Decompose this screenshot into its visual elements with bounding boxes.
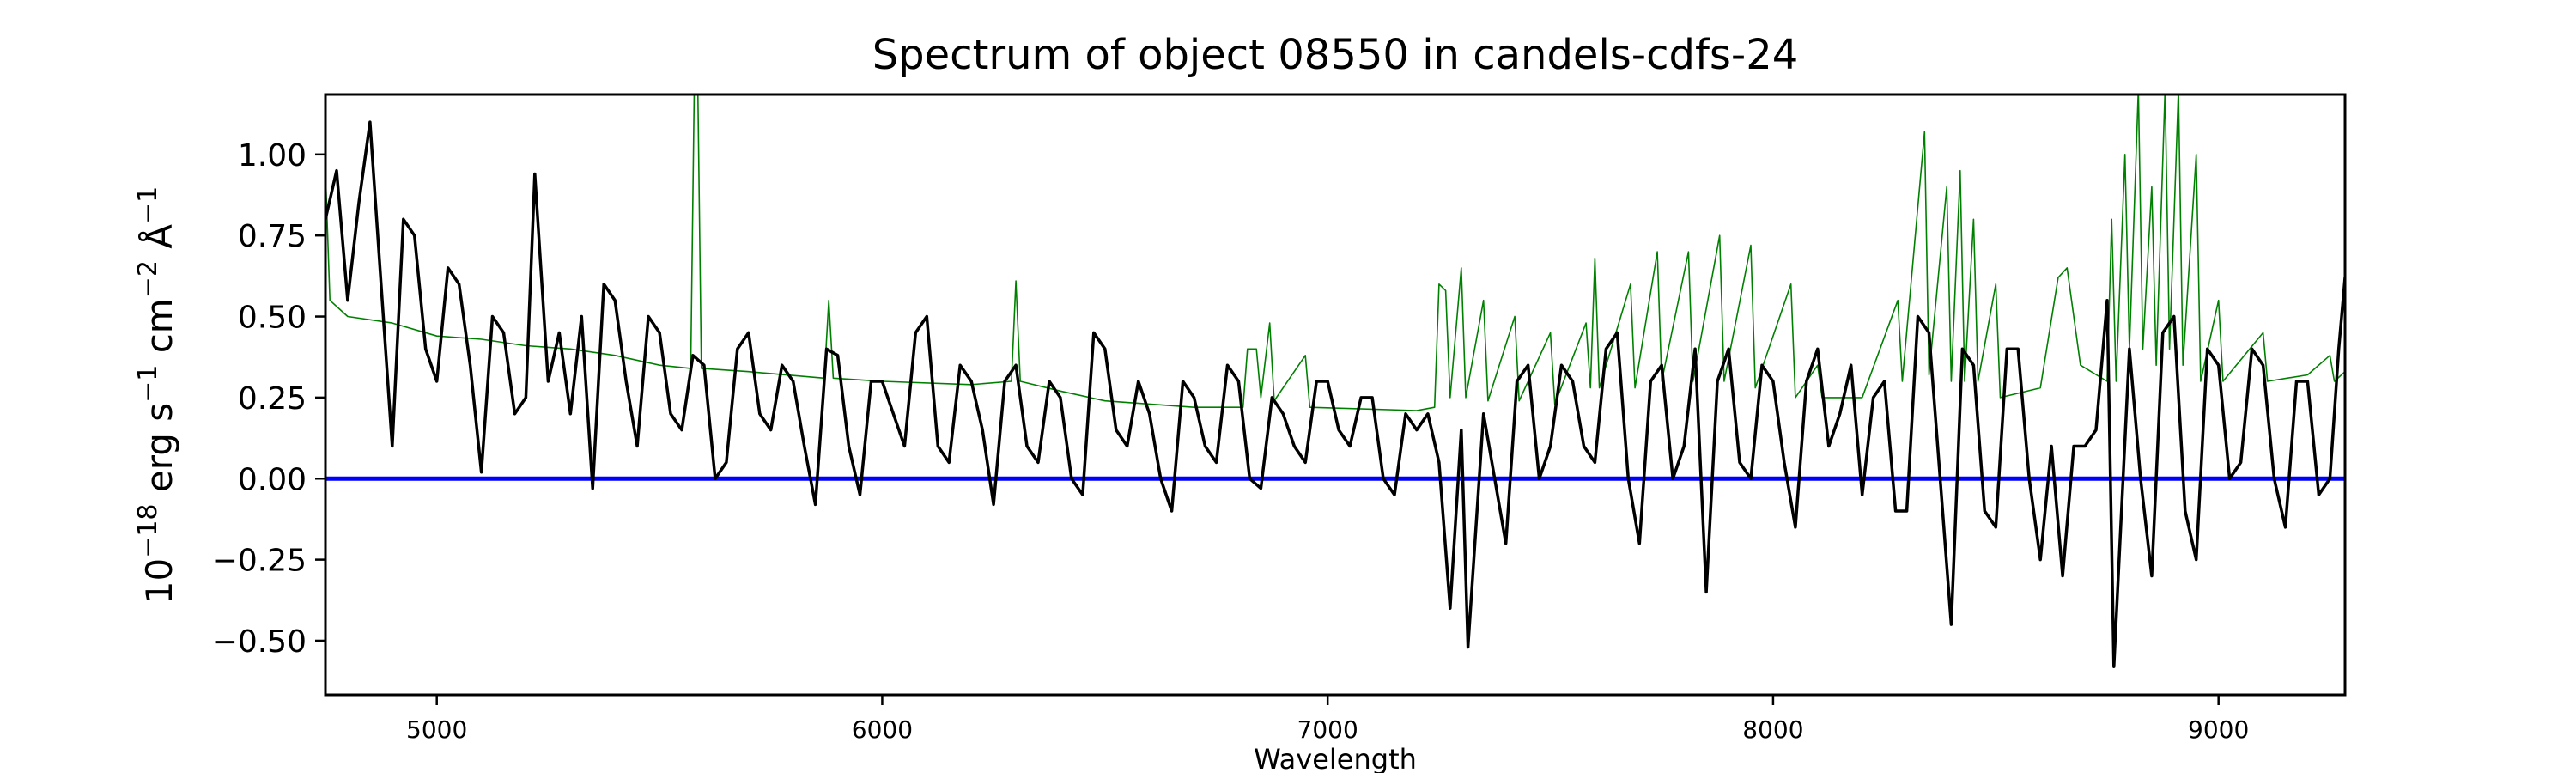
x-axis-label: Wavelength <box>1254 743 1417 773</box>
y-tick-label: −0.50 <box>212 624 307 660</box>
y-label-exp: −18 <box>133 504 163 558</box>
y-tick-label: 0.00 <box>238 462 307 497</box>
x-tick-label: 5000 <box>406 715 467 744</box>
x-tick-label: 8000 <box>1742 715 1803 744</box>
y-tick-label: −0.25 <box>212 544 307 579</box>
plot-area <box>325 94 2345 668</box>
y-label-erg-s: erg s <box>138 403 180 504</box>
y-axis: 1.00 0.75 0.50 0.25 0.00 −0.25 −0.50 <box>212 138 325 660</box>
y-tick-label: 0.50 <box>238 301 307 336</box>
y-label-exp-s: −1 <box>133 365 163 403</box>
y-label-cm: cm <box>138 298 180 364</box>
y-tick-label: 0.75 <box>238 219 307 254</box>
x-tick-label: 7000 <box>1297 715 1358 744</box>
y-label-base: 10 <box>138 558 180 604</box>
x-tick-label: 9000 <box>2188 715 2249 744</box>
chart-title: Spectrum of object 08550 in candels-cdfs… <box>872 31 1799 79</box>
y-label-exp-cm: −2 <box>133 260 163 298</box>
y-label-angstrom: Å <box>137 224 180 260</box>
plot-frame <box>324 93 2347 697</box>
series-flux-line <box>325 120 2345 668</box>
y-axis-label: 10−18 erg s−1 cm−2 Å−1 <box>133 186 180 605</box>
x-axis: 5000 6000 7000 8000 9000 <box>406 695 2249 744</box>
x-tick-label: 6000 <box>852 715 913 744</box>
series-model-line <box>325 94 2345 411</box>
y-tick-label: 1.00 <box>238 138 307 173</box>
y-tick-label: 0.25 <box>238 381 307 417</box>
y-label-exp-a: −1 <box>133 186 163 224</box>
